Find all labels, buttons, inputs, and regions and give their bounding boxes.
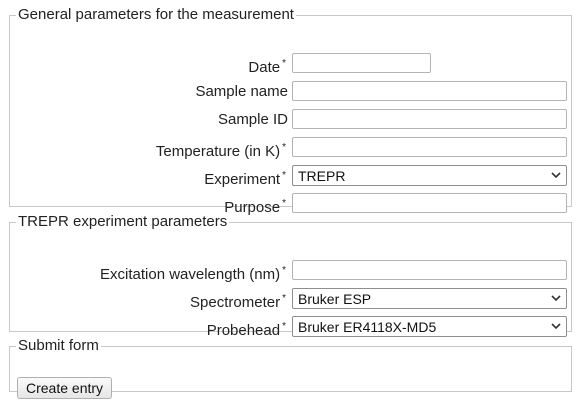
submit-form-fieldset: Submit form Create entry bbox=[9, 337, 572, 399]
submit-form-legend: Submit form bbox=[18, 337, 99, 354]
chevron-down-icon bbox=[551, 172, 561, 179]
required-marker: * bbox=[282, 58, 286, 69]
spectrometer-selected-value: Bruker ESP bbox=[298, 291, 372, 307]
experiment-row: Experiment * TREPR bbox=[10, 165, 571, 188]
spectrometer-row: Spectrometer * Bruker ESP bbox=[10, 288, 571, 311]
trepr-parameters-fieldset: TREPR experiment parameters Excitation w… bbox=[9, 213, 572, 339]
purpose-row: Purpose * bbox=[10, 193, 571, 216]
chevron-down-icon bbox=[551, 295, 561, 302]
date-row: Date * bbox=[10, 53, 571, 76]
trepr-parameters-legend: TREPR experiment parameters bbox=[18, 213, 228, 230]
spectrometer-label: Spectrometer * bbox=[190, 293, 286, 311]
date-label: Date * bbox=[248, 58, 286, 76]
general-parameters-fieldset: General parameters for the measurement D… bbox=[9, 6, 572, 216]
spectrometer-select[interactable]: Bruker ESP bbox=[292, 288, 567, 309]
sample-name-row: Sample name bbox=[10, 81, 571, 103]
required-marker: * bbox=[282, 265, 286, 276]
chevron-down-icon bbox=[551, 323, 561, 330]
purpose-label: Purpose * bbox=[224, 198, 286, 216]
sample-id-label: Sample ID bbox=[217, 111, 288, 128]
excitation-wavelength-row: Excitation wavelength (nm) * bbox=[10, 260, 571, 283]
probehead-select[interactable]: Bruker ER4118X-MD5 bbox=[292, 316, 567, 337]
required-marker: * bbox=[282, 170, 286, 181]
excitation-wavelength-input[interactable] bbox=[292, 260, 567, 280]
purpose-input[interactable] bbox=[292, 193, 567, 213]
probehead-row: Probehead * Bruker ER4118X-MD5 bbox=[10, 316, 571, 339]
temperature-input[interactable] bbox=[292, 137, 567, 157]
required-marker: * bbox=[282, 293, 286, 304]
experiment-label: Experiment * bbox=[204, 170, 286, 188]
required-marker: * bbox=[282, 198, 286, 209]
probehead-selected-value: Bruker ER4118X-MD5 bbox=[298, 319, 437, 335]
required-marker: * bbox=[282, 321, 286, 332]
probehead-label: Probehead * bbox=[206, 321, 286, 339]
required-marker: * bbox=[282, 142, 286, 153]
temperature-label: Temperature (in K) * bbox=[155, 142, 286, 160]
sample-id-row: Sample ID bbox=[10, 109, 571, 131]
sample-name-input[interactable] bbox=[292, 81, 567, 101]
sample-id-input[interactable] bbox=[292, 109, 567, 129]
experiment-selected-value: TREPR bbox=[298, 168, 346, 184]
general-parameters-legend: General parameters for the measurement bbox=[18, 6, 294, 23]
experiment-select[interactable]: TREPR bbox=[292, 165, 567, 186]
temperature-row: Temperature (in K) * bbox=[10, 137, 571, 160]
sample-name-label: Sample name bbox=[195, 83, 288, 100]
date-input[interactable] bbox=[292, 53, 431, 73]
create-entry-button[interactable]: Create entry bbox=[17, 377, 113, 399]
excitation-wavelength-label: Excitation wavelength (nm) * bbox=[100, 265, 286, 283]
